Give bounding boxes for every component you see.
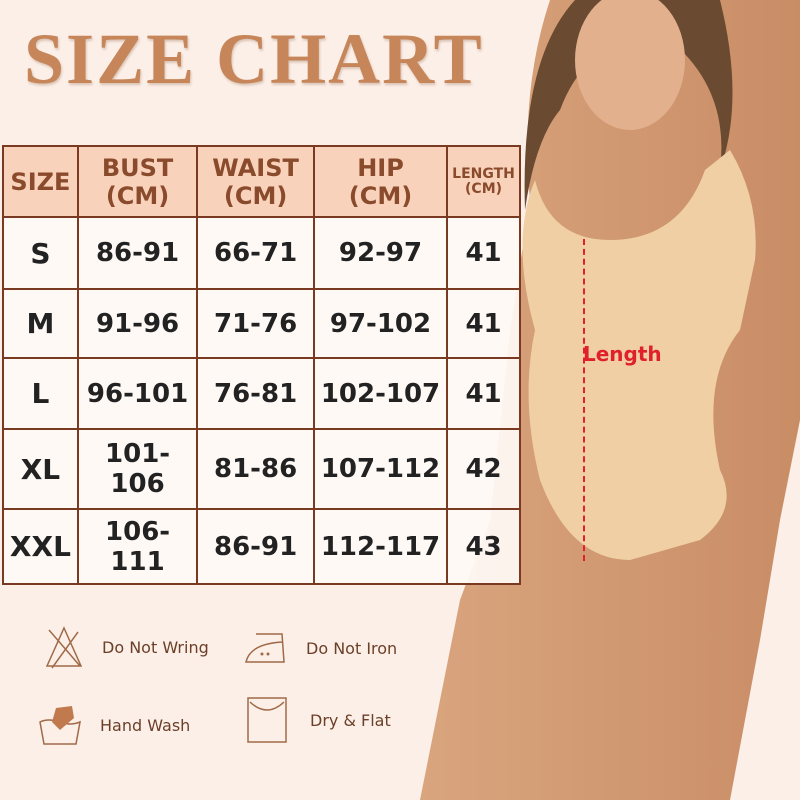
size-cell: L xyxy=(2,357,79,430)
header-length: LENGTH (CM) xyxy=(446,145,521,218)
care-label: Hand Wash xyxy=(100,715,191,735)
bust-cell: 86-91 xyxy=(76,216,199,290)
do-not-wring-icon xyxy=(45,626,83,669)
hip-cell: 97-102 xyxy=(312,288,449,359)
waist-cell: 66-71 xyxy=(196,216,315,290)
size-chart-table: SIZE BUST (CM) WAIST (CM) HIP (CM) LENGTH (C… xyxy=(2,145,521,585)
hip-cell: 92-97 xyxy=(312,216,449,290)
length-marker-line xyxy=(583,239,585,561)
care-do-not-wring: Do Not Wring xyxy=(44,624,209,670)
hip-cell: 107-112 xyxy=(312,428,449,510)
length-label: Length xyxy=(583,342,662,366)
waist-cell: 81-86 xyxy=(196,428,315,510)
header-size: SIZE xyxy=(2,145,79,218)
table-row: M 91-96 71-76 97-102 41 xyxy=(2,288,521,359)
care-do-not-iron: Do Not Iron xyxy=(244,630,397,666)
hip-cell: 112-117 xyxy=(312,508,449,585)
bust-cell: 101-106 xyxy=(76,428,199,510)
page-title: SIZE CHART xyxy=(24,19,484,99)
waist-cell: 76-81 xyxy=(196,357,315,430)
size-cell: M xyxy=(2,288,79,359)
care-label: Do Not Wring xyxy=(102,637,209,657)
header-hip: HIP (CM) xyxy=(312,145,449,218)
model-photo xyxy=(420,0,800,800)
size-cell: S xyxy=(2,216,79,290)
care-label: Do Not Iron xyxy=(306,638,398,658)
hand-wash-icon xyxy=(39,706,81,745)
length-cell: 41 xyxy=(446,288,521,359)
do-not-iron-icon xyxy=(245,633,285,663)
hip-cell: 102-107 xyxy=(312,357,449,430)
size-cell: XL xyxy=(2,428,79,510)
header-waist: WAIST (CM) xyxy=(196,145,315,218)
care-hand-wash: Hand Wash xyxy=(38,704,190,746)
length-cell: 41 xyxy=(446,357,521,430)
bust-cell: 91-96 xyxy=(76,288,199,359)
length-cell: 42 xyxy=(446,428,521,510)
waist-cell: 71-76 xyxy=(196,288,315,359)
waist-cell: 86-91 xyxy=(196,508,315,585)
bust-cell: 96-101 xyxy=(76,357,199,430)
table-header-row: SIZE BUST (CM) WAIST (CM) HIP (CM) LENGTH (C… xyxy=(2,145,521,218)
dry-flat-icon xyxy=(247,697,287,743)
length-cell: 41 xyxy=(446,216,521,290)
care-dry-flat: Dry & Flat xyxy=(246,696,391,744)
header-bust: BUST (CM) xyxy=(76,145,199,218)
length-cell: 43 xyxy=(446,508,521,585)
table-row: XXL 106-111 86-91 112-117 43 xyxy=(2,508,521,585)
size-cell: XXL xyxy=(2,508,79,585)
table-row: L 96-101 76-81 102-107 41 xyxy=(2,357,521,430)
care-label: Dry & Flat xyxy=(310,710,391,730)
table-row: XL 101-106 81-86 107-112 42 xyxy=(2,428,521,510)
bust-cell: 106-111 xyxy=(76,508,199,585)
table-row: S 86-91 66-71 92-97 41 xyxy=(2,216,521,290)
